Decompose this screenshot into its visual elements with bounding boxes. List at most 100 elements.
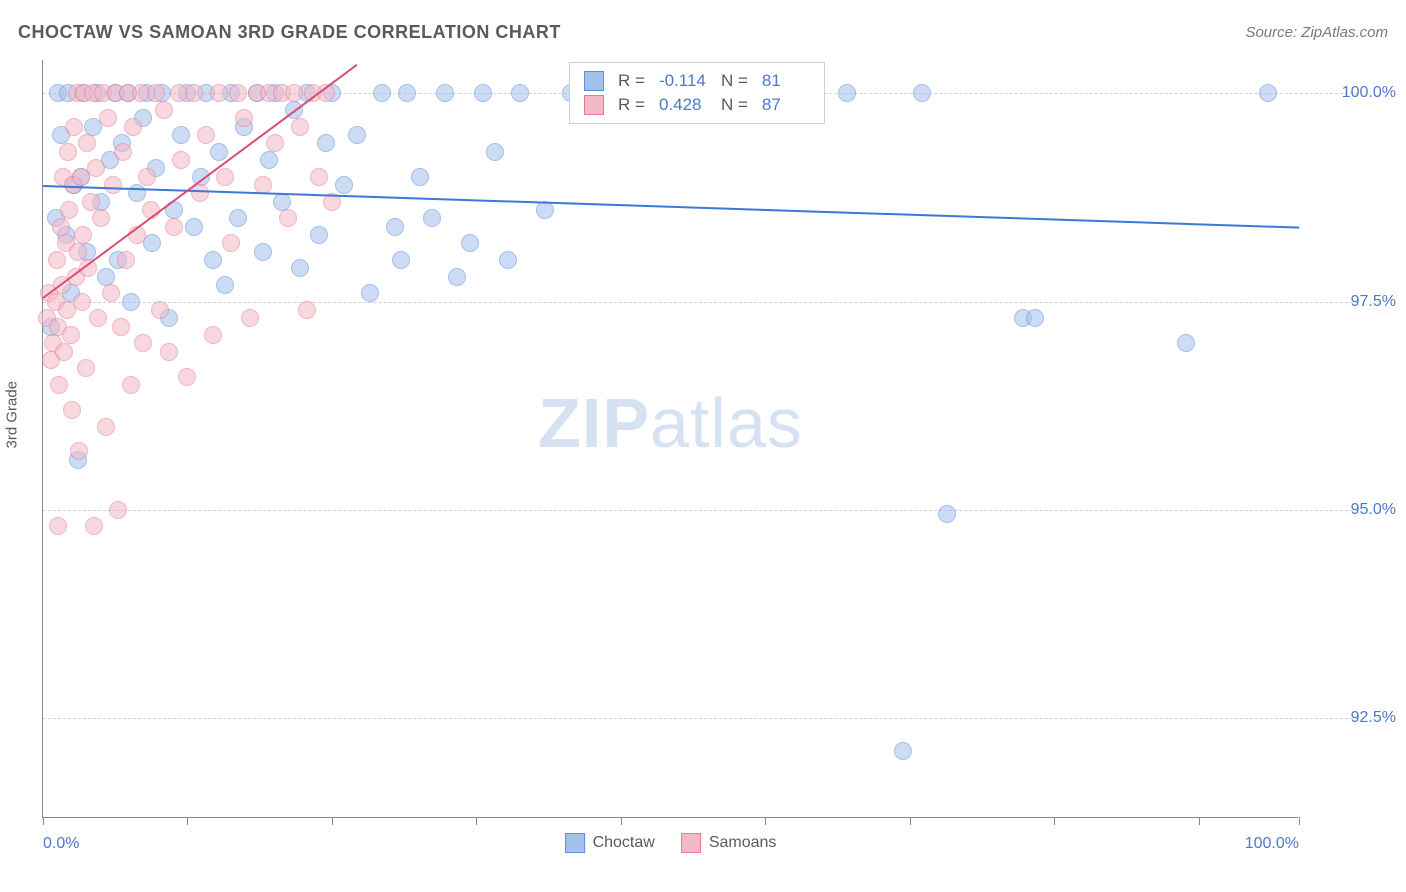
data-point (499, 251, 517, 269)
stats-legend: R =-0.114N =81R =0.428N =87 (569, 62, 825, 124)
data-point (436, 84, 454, 102)
data-point (894, 742, 912, 760)
data-point (210, 143, 228, 161)
data-point (423, 209, 441, 227)
y-tick-label: 92.5% (1316, 709, 1396, 727)
data-point (65, 118, 83, 136)
data-point (197, 126, 215, 144)
data-point (82, 193, 100, 211)
data-point (117, 251, 135, 269)
data-point (104, 176, 122, 194)
data-point (486, 143, 504, 161)
data-point (178, 368, 196, 386)
x-tick (1199, 817, 1200, 825)
data-point (185, 84, 203, 102)
data-point (310, 168, 328, 186)
r-value: 0.428 (659, 95, 707, 115)
r-label: R = (618, 71, 645, 91)
gridline (43, 718, 1358, 719)
data-point (102, 284, 120, 302)
y-tick-label: 95.0% (1316, 501, 1396, 519)
legend-swatch (584, 71, 604, 91)
gridline (43, 302, 1358, 303)
data-point (74, 226, 92, 244)
watermark: ZIPatlas (538, 383, 803, 463)
y-tick-label: 97.5% (1316, 293, 1396, 311)
data-point (114, 143, 132, 161)
data-point (48, 251, 66, 269)
data-point (317, 134, 335, 152)
data-point (77, 359, 95, 377)
watermark-atlas: atlas (650, 384, 803, 462)
x-tick (187, 817, 188, 825)
data-point (298, 301, 316, 319)
data-point (241, 309, 259, 327)
n-label: N = (721, 95, 748, 115)
x-tick-label: 100.0% (1245, 835, 1299, 853)
data-point (216, 168, 234, 186)
legend-item: Choctaw (565, 833, 655, 853)
data-point (216, 276, 234, 294)
data-point (78, 134, 96, 152)
data-point (172, 151, 190, 169)
data-point (112, 318, 130, 336)
data-point (185, 218, 203, 236)
data-point (229, 209, 247, 227)
data-point (1026, 309, 1044, 327)
data-point (398, 84, 416, 102)
data-point (97, 268, 115, 286)
data-point (386, 218, 404, 236)
data-point (62, 326, 80, 344)
data-point (285, 84, 303, 102)
data-point (73, 293, 91, 311)
data-point (254, 243, 272, 261)
x-tick (910, 817, 911, 825)
x-tick (1299, 817, 1300, 825)
data-point (204, 326, 222, 344)
data-point (373, 84, 391, 102)
n-value: 87 (762, 95, 810, 115)
data-point (109, 501, 127, 519)
data-point (348, 126, 366, 144)
data-point (122, 376, 140, 394)
watermark-zip: ZIP (538, 384, 650, 462)
legend-row: R =0.428N =87 (584, 93, 810, 117)
data-point (291, 259, 309, 277)
data-point (124, 118, 142, 136)
source-label: Source: ZipAtlas.com (1245, 24, 1388, 41)
data-point (89, 309, 107, 327)
data-point (60, 201, 78, 219)
legend-swatch (681, 833, 701, 853)
r-value: -0.114 (659, 71, 707, 91)
x-tick (765, 817, 766, 825)
data-point (1177, 334, 1195, 352)
data-point (310, 226, 328, 244)
data-point (335, 176, 353, 194)
gridline (43, 510, 1358, 511)
data-point (99, 109, 117, 127)
legend-label: Choctaw (593, 834, 655, 852)
legend-swatch (584, 95, 604, 115)
data-point (147, 84, 165, 102)
x-tick-label: 0.0% (43, 835, 79, 853)
data-point (266, 134, 284, 152)
data-point (87, 159, 105, 177)
n-label: N = (721, 71, 748, 91)
n-value: 81 (762, 71, 810, 91)
data-point (155, 101, 173, 119)
data-point (229, 84, 247, 102)
data-point (913, 84, 931, 102)
data-point (273, 193, 291, 211)
data-point (938, 505, 956, 523)
data-point (85, 517, 103, 535)
legend-swatch (565, 833, 585, 853)
data-point (52, 218, 70, 236)
x-tick (1054, 817, 1055, 825)
data-point (448, 268, 466, 286)
legend-label: Samoans (709, 834, 777, 852)
data-point (134, 334, 152, 352)
data-point (50, 376, 68, 394)
data-point (97, 418, 115, 436)
data-point (165, 218, 183, 236)
data-point (392, 251, 410, 269)
